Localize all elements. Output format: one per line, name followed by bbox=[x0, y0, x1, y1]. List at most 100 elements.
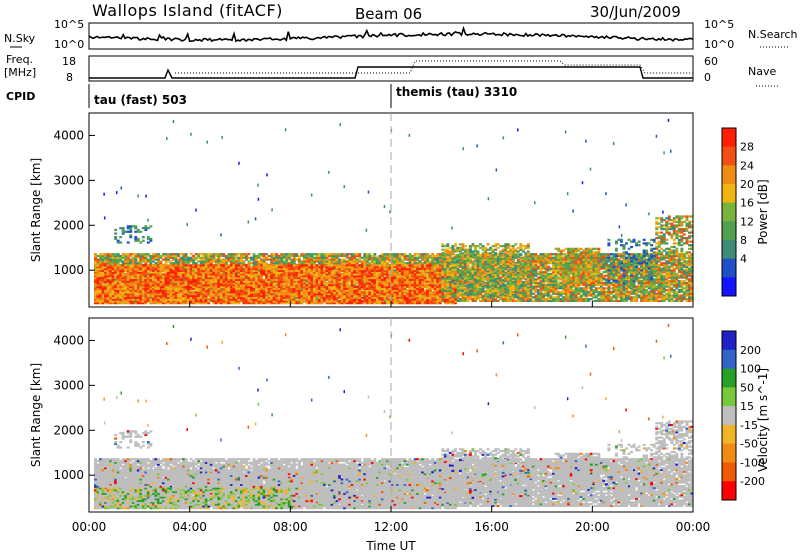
data-cell bbox=[350, 256, 354, 259]
data-cell bbox=[380, 254, 384, 258]
data-cell bbox=[602, 267, 606, 270]
data-cell bbox=[305, 253, 309, 256]
data-cell bbox=[169, 280, 173, 283]
data-cell bbox=[380, 260, 384, 263]
data-cell bbox=[388, 258, 392, 261]
date-label: 30/Jun/2009 bbox=[590, 3, 681, 21]
data-cell bbox=[209, 253, 213, 256]
data-cell bbox=[373, 260, 377, 263]
data-cell bbox=[531, 265, 535, 268]
data-cell bbox=[526, 298, 530, 301]
data-cell bbox=[300, 262, 304, 265]
data-cell bbox=[385, 262, 389, 265]
data-cell bbox=[385, 258, 389, 261]
data-cell bbox=[531, 285, 535, 288]
data-cell bbox=[333, 254, 337, 258]
data-cell bbox=[486, 299, 490, 303]
data-cell bbox=[192, 269, 196, 272]
data-cell bbox=[247, 256, 251, 259]
data-cell bbox=[549, 278, 553, 281]
data-cell bbox=[506, 265, 510, 268]
data-cell bbox=[209, 254, 213, 258]
data-cell bbox=[582, 298, 586, 301]
data-cell bbox=[594, 290, 598, 294]
data-cell bbox=[255, 262, 259, 265]
data-cell bbox=[272, 253, 276, 256]
data-cell bbox=[353, 253, 357, 256]
data-cell bbox=[101, 254, 105, 258]
data-cell bbox=[554, 296, 558, 299]
data-cell bbox=[270, 256, 274, 259]
data-cell bbox=[114, 253, 118, 256]
data-cell bbox=[549, 260, 553, 263]
data-cell bbox=[559, 292, 563, 295]
data-cell bbox=[481, 298, 485, 301]
data-cell bbox=[544, 285, 548, 288]
data-cell bbox=[557, 296, 561, 299]
data-cell bbox=[350, 267, 354, 270]
data-cell bbox=[338, 262, 342, 265]
data-cell bbox=[134, 258, 138, 261]
data-cell bbox=[212, 258, 216, 261]
data-cell bbox=[569, 254, 573, 258]
data-cell bbox=[406, 254, 410, 258]
data-cell bbox=[547, 258, 550, 261]
data-cell bbox=[564, 294, 568, 297]
data-cell bbox=[536, 289, 540, 292]
data-cell bbox=[536, 296, 540, 299]
data-cell bbox=[94, 267, 97, 270]
data-cell bbox=[320, 254, 324, 258]
data-cell bbox=[562, 263, 566, 267]
data-cell bbox=[139, 254, 143, 258]
data-cell bbox=[592, 299, 596, 303]
data-cell bbox=[305, 281, 309, 285]
data-cell bbox=[358, 260, 362, 263]
data-cell bbox=[167, 254, 170, 258]
data-cell bbox=[219, 253, 223, 256]
data-cell bbox=[312, 253, 316, 256]
data-cell bbox=[156, 262, 160, 265]
data-cell bbox=[194, 258, 198, 261]
data-cell bbox=[149, 269, 153, 272]
data-cell bbox=[277, 258, 281, 261]
data-cell bbox=[159, 262, 163, 265]
data-cell bbox=[338, 260, 342, 263]
data-cell bbox=[574, 287, 578, 290]
data-cell bbox=[607, 274, 611, 277]
data-cell bbox=[567, 283, 571, 286]
data-cell bbox=[549, 298, 553, 301]
data-cell bbox=[383, 299, 387, 303]
data-cell bbox=[131, 299, 135, 303]
data-cell bbox=[577, 253, 581, 256]
data-cell bbox=[494, 299, 498, 303]
data-cell bbox=[579, 290, 583, 294]
data-cell bbox=[567, 290, 571, 294]
data-cell bbox=[559, 299, 563, 303]
data-cell bbox=[398, 254, 402, 258]
data-cell bbox=[182, 262, 186, 265]
data-cell bbox=[592, 260, 596, 263]
data-cell bbox=[534, 269, 538, 272]
data-cell bbox=[547, 287, 550, 290]
data-cell bbox=[287, 262, 291, 265]
data-cell bbox=[579, 260, 583, 263]
data-cell bbox=[531, 260, 535, 263]
data-cell bbox=[521, 298, 525, 301]
data-cell bbox=[529, 262, 533, 265]
data-cell bbox=[531, 253, 535, 256]
data-cell bbox=[479, 299, 482, 303]
data-cell bbox=[559, 287, 563, 290]
data-cell bbox=[99, 256, 102, 259]
data-cell bbox=[423, 256, 427, 259]
data-cell bbox=[602, 289, 606, 292]
data-cell bbox=[375, 258, 379, 261]
data-cell bbox=[559, 294, 563, 297]
data-cell bbox=[172, 253, 175, 256]
data-cell bbox=[212, 260, 216, 263]
data-cell bbox=[237, 253, 241, 256]
data-cell bbox=[567, 289, 571, 292]
data-cell bbox=[204, 256, 208, 259]
data-cell bbox=[121, 260, 125, 263]
data-cell bbox=[539, 258, 543, 261]
data-cell bbox=[557, 285, 561, 288]
